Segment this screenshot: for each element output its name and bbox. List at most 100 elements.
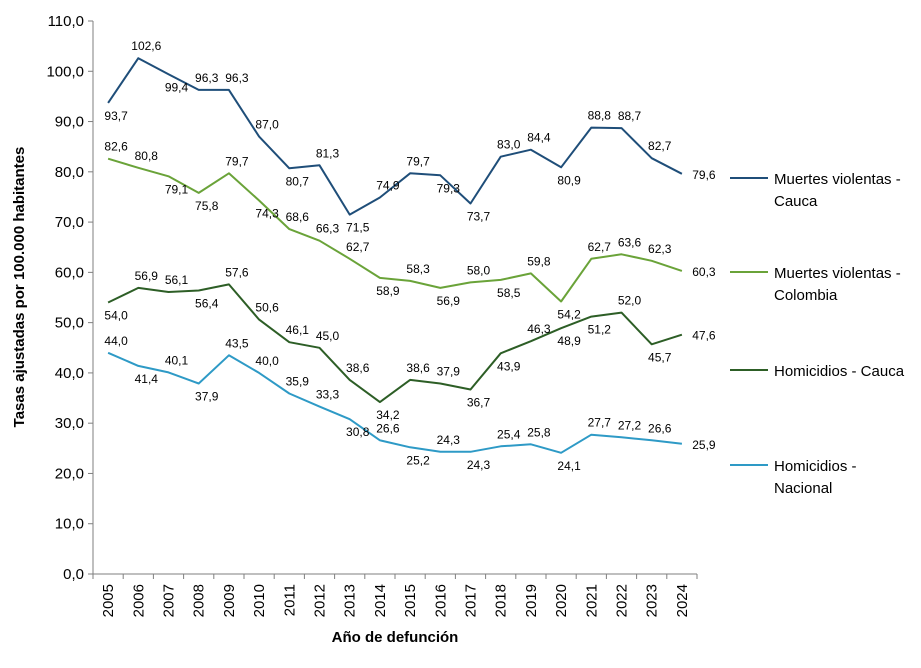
data-label: 37,9 xyxy=(195,389,219,403)
data-label: 26,6 xyxy=(376,421,400,435)
data-label: 25,2 xyxy=(406,453,430,467)
series-line xyxy=(107,283,683,404)
data-label: 60,3 xyxy=(692,265,716,279)
data-label: 26,6 xyxy=(648,421,672,435)
data-label: 25,4 xyxy=(497,427,521,441)
data-label: 52,0 xyxy=(618,294,642,308)
data-label: 24,3 xyxy=(437,433,461,447)
series-lines xyxy=(107,57,683,454)
x-tick-label: 2018 xyxy=(493,584,510,617)
data-label: 43,5 xyxy=(225,336,249,350)
data-label: 93,7 xyxy=(104,109,128,123)
legend-label: Homicidios - xyxy=(774,458,857,475)
data-label: 40,0 xyxy=(255,354,279,368)
legend: Muertes violentas - Cauca Muertes violenta… xyxy=(730,171,905,497)
data-label: 62,3 xyxy=(648,242,672,256)
data-label: 82,7 xyxy=(648,139,672,153)
data-label: 62,7 xyxy=(588,240,612,254)
data-label: 74,3 xyxy=(255,206,279,220)
data-label: 41,4 xyxy=(135,372,159,386)
data-label: 58,3 xyxy=(406,262,430,276)
data-label: 87,0 xyxy=(255,118,279,132)
data-label: 68,6 xyxy=(286,210,310,224)
legend-label: Nacional xyxy=(774,480,832,497)
data-label: 45,0 xyxy=(316,329,340,343)
x-tick-label: 2021 xyxy=(583,584,600,617)
x-axis-title: Año de defunción xyxy=(332,629,459,646)
data-label: 59,8 xyxy=(527,254,551,268)
data-label: 58,0 xyxy=(467,263,491,277)
data-label: 38,6 xyxy=(406,361,430,375)
data-label: 47,6 xyxy=(692,329,716,343)
y-tick-label: 90,0 xyxy=(55,114,84,131)
x-tick-label: 2020 xyxy=(553,584,570,617)
y-tick-label: 70,0 xyxy=(55,214,84,231)
data-label: 84,4 xyxy=(527,131,551,145)
x-tick-label: 2014 xyxy=(372,584,389,617)
data-label: 81,3 xyxy=(316,146,340,160)
data-label: 71,5 xyxy=(346,221,370,235)
data-label: 37,9 xyxy=(437,364,461,378)
x-tick-label: 2013 xyxy=(342,584,359,617)
x-tick-label: 2017 xyxy=(463,584,480,617)
data-label: 54,2 xyxy=(557,308,581,322)
data-label: 57,6 xyxy=(225,265,249,279)
x-tick-label: 2012 xyxy=(312,584,329,617)
x-tick-label: 2007 xyxy=(161,584,178,617)
data-label: 56,9 xyxy=(135,269,159,283)
x-tick-label: 2015 xyxy=(402,584,419,617)
series-line xyxy=(107,351,683,454)
data-label: 46,3 xyxy=(527,322,551,336)
data-label: 63,6 xyxy=(618,235,642,249)
x-tick-label: 2019 xyxy=(523,584,540,617)
data-label: 36,7 xyxy=(467,395,491,409)
data-label: 44,0 xyxy=(104,334,128,348)
data-label: 34,2 xyxy=(376,408,400,422)
x-tick-label: 2016 xyxy=(432,584,449,617)
legend-label: Muertes violentas - xyxy=(774,171,901,188)
data-label: 80,7 xyxy=(286,174,310,188)
y-tick-label: 20,0 xyxy=(55,465,84,482)
x-tick-label: 2009 xyxy=(221,584,238,617)
data-label: 40,1 xyxy=(165,353,189,367)
y-tick-label: 100,0 xyxy=(46,63,84,80)
series-line xyxy=(107,57,683,216)
data-label: 88,7 xyxy=(618,109,642,123)
data-label: 43,9 xyxy=(497,359,521,373)
data-label: 80,8 xyxy=(135,149,159,163)
data-label: 79,1 xyxy=(165,182,189,196)
y-tick-label: 80,0 xyxy=(55,164,84,181)
data-label: 48,9 xyxy=(557,334,581,348)
data-label: 58,5 xyxy=(497,286,521,300)
y-tick-label: 0,0 xyxy=(63,566,84,583)
data-label: 82,6 xyxy=(104,140,128,154)
data-labels: 93,7 102,6 99,4 96,3 96,3 87,0 80,7 81,3 71,5 74,… xyxy=(104,39,715,473)
data-label: 99,4 xyxy=(165,80,189,94)
series-line xyxy=(107,157,683,303)
x-tick-label: 2006 xyxy=(130,584,147,617)
x-tick-label: 2024 xyxy=(674,584,691,617)
legend-label: Colombia xyxy=(774,287,838,304)
data-label: 73,7 xyxy=(467,209,491,223)
data-label: 62,7 xyxy=(346,240,370,254)
data-label: 27,7 xyxy=(588,416,612,430)
data-label: 38,6 xyxy=(346,361,370,375)
data-label: 56,4 xyxy=(195,296,219,310)
data-label: 25,9 xyxy=(692,438,716,452)
x-tick-label: 2011 xyxy=(281,584,298,616)
data-label: 54,0 xyxy=(104,309,128,323)
y-tick-label: 30,0 xyxy=(55,415,84,432)
data-label: 56,1 xyxy=(165,273,189,287)
data-label: 96,3 xyxy=(195,71,219,85)
data-label: 83,0 xyxy=(497,138,521,152)
data-label: 51,2 xyxy=(588,323,612,337)
data-label: 74,9 xyxy=(376,178,400,192)
x-tick-label: 2008 xyxy=(191,584,208,617)
data-label: 58,9 xyxy=(376,284,400,298)
data-label: 24,3 xyxy=(467,458,491,472)
y-tick-label: 10,0 xyxy=(55,516,84,533)
data-label: 80,9 xyxy=(557,173,581,187)
data-label: 96,3 xyxy=(225,71,249,85)
x-tick-label: 2023 xyxy=(644,584,661,617)
